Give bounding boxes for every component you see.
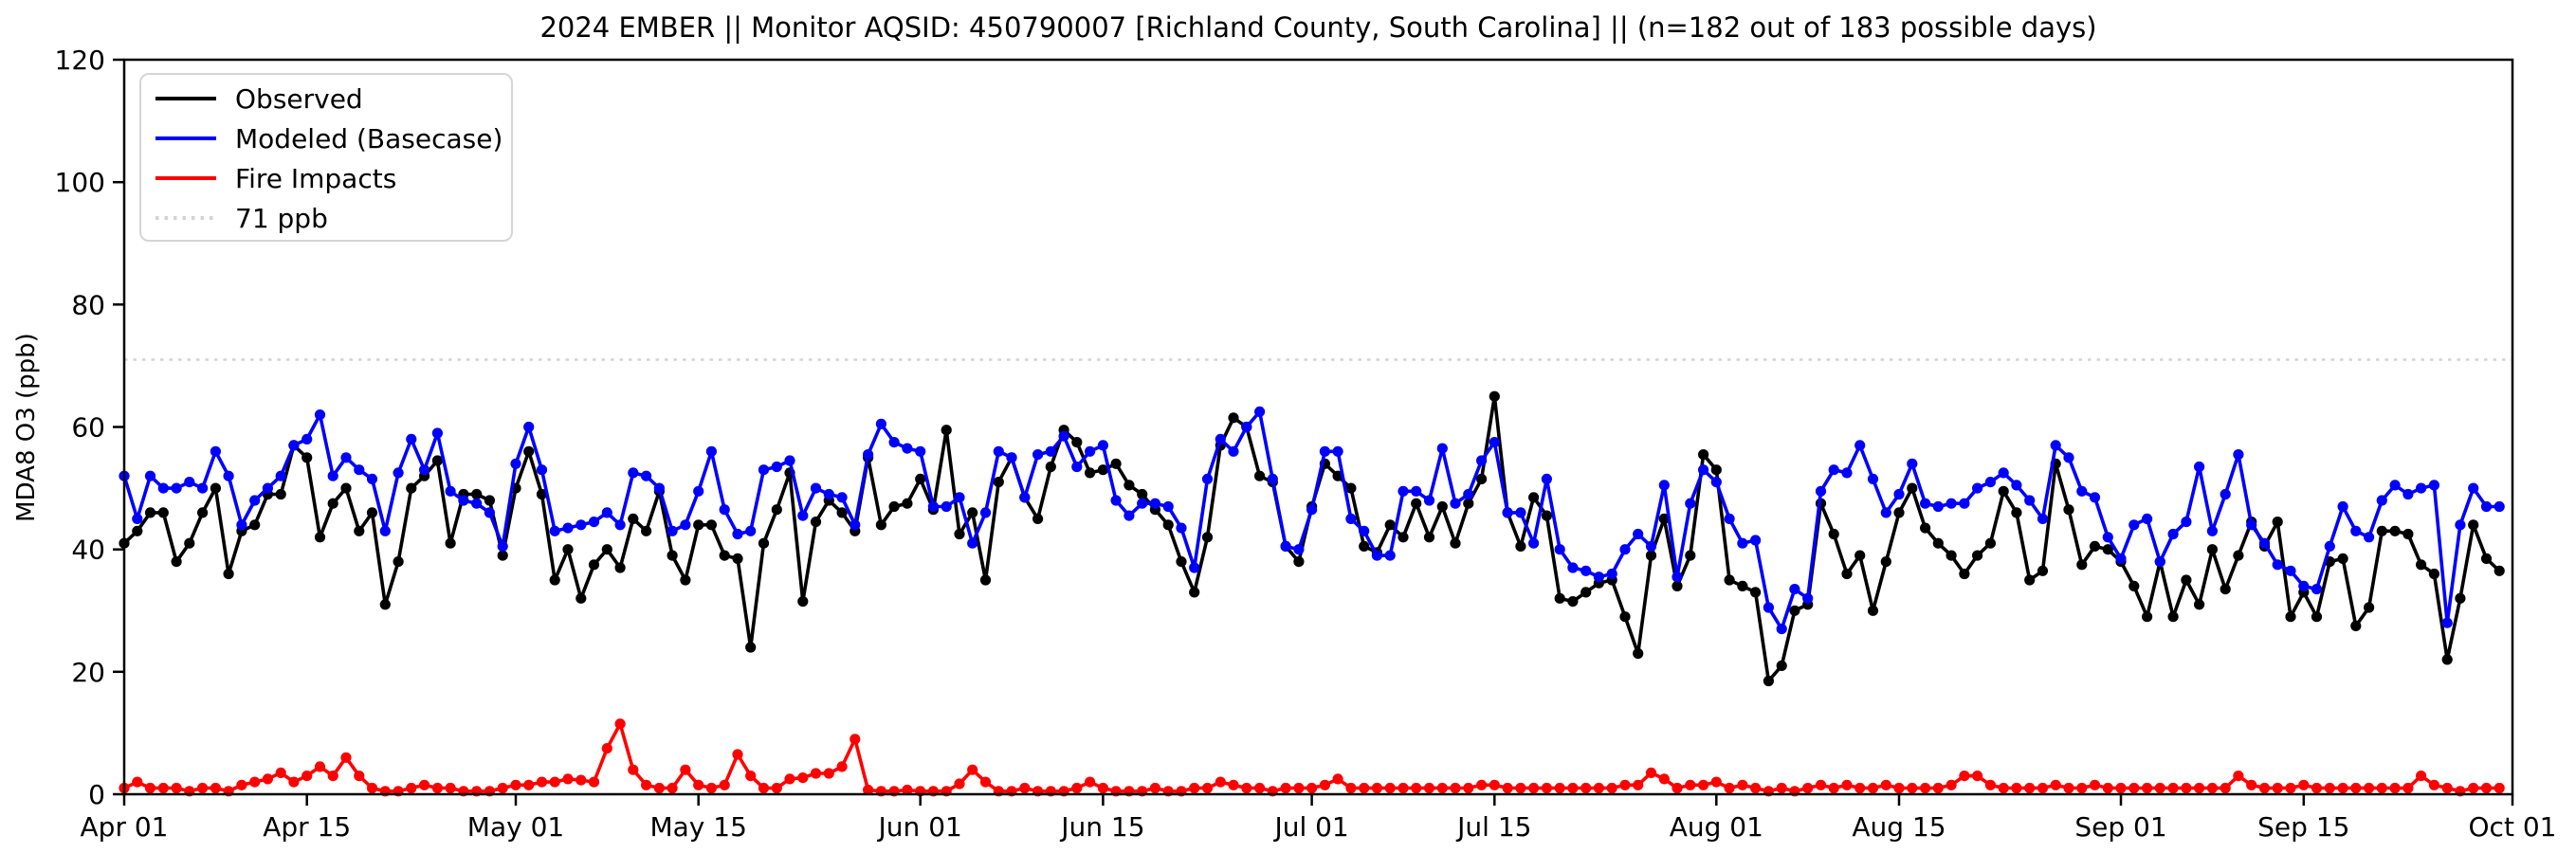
x-tick-label: Aug 01	[1670, 811, 1763, 843]
y-tick-label: 80	[71, 289, 105, 320]
legend-box	[139, 73, 513, 242]
y-tick-label: 60	[71, 412, 105, 444]
y-axis-label: MDA8 O3 (ppb)	[12, 333, 41, 522]
y-tick-label: 40	[71, 535, 105, 566]
x-tick-label: Aug 15	[1852, 811, 1946, 843]
fire-impacts-line-markers	[119, 718, 2505, 797]
chart-title: 2024 EMBER || Monitor AQSID: 450790007 […	[539, 11, 2097, 44]
legend-item-71-ppb: 71 ppb	[155, 203, 328, 234]
legend: Observed Modeled (Basecase) Fire Impacts 71…	[139, 73, 513, 242]
x-tick-label: Sep 15	[2257, 811, 2349, 843]
legend-item-modeled-basecase-label: Modeled (Basecase)	[235, 123, 502, 154]
x-tick-label: Jun 15	[1059, 811, 1144, 843]
x-tick-labels: Apr 01 Apr 15 May 01 May 15 Jun 01 Jun 15 Jul …	[81, 811, 2557, 843]
x-tick-label: Apr 01	[81, 811, 169, 843]
legend-item-71-ppb-label: 71 ppb	[235, 203, 328, 234]
legend-item-modeled-basecase: Modeled (Basecase)	[155, 123, 502, 154]
y-tick-label: 20	[71, 657, 105, 688]
x-tick-label: Sep 01	[2074, 811, 2166, 843]
legend-item-fire-impacts: Fire Impacts	[155, 163, 396, 194]
modeled-line-markers	[119, 406, 2505, 635]
legend-item-observed-label: Observed	[235, 83, 363, 115]
y-tick-label: 120	[55, 45, 105, 76]
y-ticks	[113, 58, 124, 796]
fire-impacts-line	[123, 721, 2500, 793]
x-tick-label: May 15	[649, 811, 746, 843]
x-tick-label: Jun 01	[877, 811, 962, 843]
y-tick-label: 100	[55, 167, 105, 198]
y-tick-labels: 0 20 40 60 80 100 120	[55, 45, 105, 810]
x-tick-label: Jul 01	[1272, 811, 1348, 843]
x-ticks	[122, 794, 2514, 806]
y-tick-label: 0	[88, 779, 105, 810]
x-tick-label: May 01	[467, 811, 564, 843]
x-tick-label: Apr 15	[263, 811, 351, 843]
x-tick-label: Oct 01	[2469, 811, 2557, 843]
observed-line-markers	[119, 390, 2505, 687]
legend-item-observed: Observed	[155, 83, 363, 115]
legend-item-fire-impacts-label: Fire Impacts	[235, 163, 396, 194]
x-tick-label: Jul 15	[1455, 811, 1531, 843]
observed-line	[122, 394, 2501, 683]
